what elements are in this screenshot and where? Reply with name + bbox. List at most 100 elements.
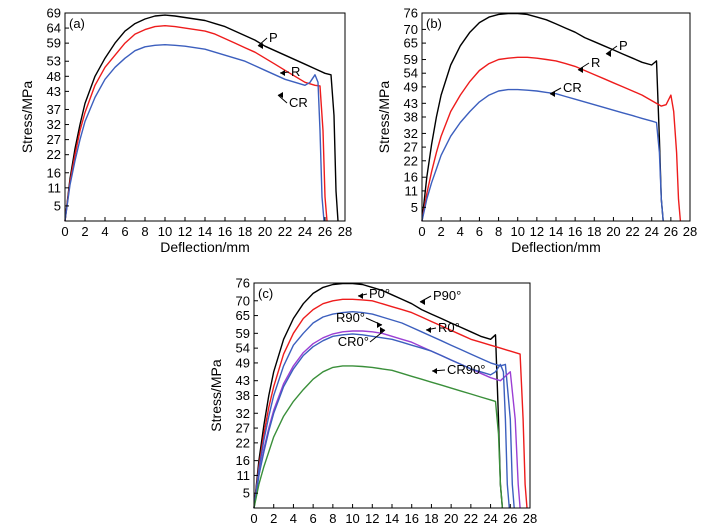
panel-b-y-tick-label: 49	[404, 79, 418, 94]
panel-a-y-tick-label: 37	[47, 102, 61, 117]
panel-b-series-p	[421, 12, 664, 222]
panel-b-x-tick-label: 2	[438, 224, 445, 239]
panel-a-y-tick-label: 64	[47, 21, 61, 36]
panel-c-y-tick-label: 43	[236, 373, 250, 388]
panel-b-series-r	[421, 56, 682, 222]
panel-b-y-tick-label: 16	[404, 170, 418, 185]
panel-a-y-tick-label: 59	[47, 36, 61, 51]
panel-b-x-tick-label: 10	[510, 224, 524, 239]
panel-c-annotation-p0-deg: P0°	[369, 286, 390, 301]
panel-a-x-tick-label: 2	[81, 224, 88, 239]
panel-b-x-axis-title: Deflection/mm	[511, 239, 600, 255]
panel-b-y-tick-label: 38	[404, 110, 418, 125]
panel-c-series-cr0-deg	[253, 333, 510, 509]
panel-c-x-tick-label: 28	[523, 511, 537, 525]
panel-b-y-tick-label: 76	[404, 6, 418, 21]
panel-b-x-tick-label: 8	[495, 224, 502, 239]
panel-c-annotation-r0-deg: R0°	[438, 320, 460, 335]
panel-c-x-tick-label: 2	[270, 511, 277, 525]
panel-c-x-tick-label: 24	[483, 511, 497, 525]
panel-c-annotation-arrowhead	[377, 322, 382, 328]
panel-c-annotation-arrowhead	[358, 293, 363, 299]
panel-c-series-r90-deg	[253, 330, 521, 509]
panel-a-y-tick-label: 16	[47, 165, 61, 180]
panel-b-y-tick-label: 27	[404, 140, 418, 155]
panel-a-series-r	[64, 25, 328, 222]
panel-b-y-tick-label: 32	[404, 126, 418, 141]
panel-a-annotation-cr: CR	[289, 95, 308, 110]
panel-a-x-tick-label: 14	[198, 224, 212, 239]
panel-a-x-tick-label: 18	[238, 224, 252, 239]
panel-c-series-cr90-deg	[253, 365, 504, 509]
panel-b-x-tick-label: 26	[664, 224, 678, 239]
panel-b-x-tick-label: 0	[418, 224, 425, 239]
panel-a-x-tick-label: 4	[101, 224, 108, 239]
panel-a-y-tick-label: 22	[47, 147, 61, 162]
panel-a-y-tick-label: 69	[47, 6, 61, 21]
panel-a-y-tick-label: 43	[47, 84, 61, 99]
panel-a-annotation-arrowhead	[278, 92, 283, 98]
panel-a-series-cr	[64, 44, 325, 222]
panel-c-series-r0-deg	[253, 311, 515, 509]
panel-b-annotation-arrow	[605, 45, 618, 55]
panel-c-annotation-arrowhead	[432, 368, 437, 374]
panel-b-x-tick-label: 20	[606, 224, 620, 239]
panel-a-annotation-arrowhead	[280, 70, 285, 76]
panel-b-x-tick-label: 14	[549, 224, 563, 239]
panel-a-x-tick-label: 12	[178, 224, 192, 239]
panel-c-x-tick-label: 26	[503, 511, 517, 525]
panel-a-y-tick-label: 48	[47, 69, 61, 84]
panel-c-x-tick-label: 6	[310, 511, 317, 525]
panel-a-frame	[64, 12, 346, 222]
panel-c-y-tick-label: 22	[236, 435, 250, 450]
panel-b-x-tick-label: 24	[644, 224, 658, 239]
panel-a-y-tick-label: 53	[47, 54, 61, 69]
panel-c-x-tick-label: 16	[404, 511, 418, 525]
panel-c-y-tick-label: 70	[236, 293, 250, 308]
panel-c-x-tick-label: 20	[444, 511, 458, 525]
panel-b-y-tick-label: 65	[404, 36, 418, 51]
panel-c-y-tick-label: 38	[236, 388, 250, 403]
panel-a-annotation-arrowhead	[258, 43, 263, 49]
panel-a-annotation-p: P	[269, 30, 278, 45]
panel-c-x-tick-label: 18	[424, 511, 438, 525]
panel-c-y-tick-label: 49	[236, 355, 250, 370]
panel-b-y-tick-label: 54	[404, 66, 418, 81]
panel-c-y-tick-label: 27	[236, 421, 250, 436]
panel-c-y-tick-label: 5	[243, 486, 250, 501]
panel-c-annotation-arrowhead	[380, 327, 385, 333]
panel-b-x-tick-label: 18	[587, 224, 601, 239]
panel-a-y-tick-label: 5	[54, 198, 61, 213]
panel-a-x-tick-label: 24	[298, 224, 312, 239]
panel-a-label: (a)	[69, 16, 85, 31]
panel-b-annotation-arrowhead	[606, 51, 611, 57]
panel-b-x-tick-label: 6	[476, 224, 483, 239]
panel-c-x-tick-label: 22	[464, 511, 478, 525]
panel-a-x-tick-label: 8	[141, 224, 148, 239]
panel-c-series-p0-deg	[253, 282, 504, 509]
panel-c-annotation-r90-deg: R90°	[336, 310, 365, 325]
panel-c-y-tick-label: 65	[236, 308, 250, 323]
panel-b-x-tick-label: 16	[568, 224, 582, 239]
panel-b-x-tick-label: 4	[457, 224, 464, 239]
panel-c-y-tick-label: 32	[236, 406, 250, 421]
panel-a-series-p	[64, 14, 339, 222]
panel-c-y-tick-label: 11	[237, 468, 251, 483]
panel-c-annotation-cr90-deg: CR90°	[447, 362, 485, 377]
panel-a-y-tick-label: 27	[47, 132, 61, 147]
panel-a-annotation-arrow	[277, 94, 288, 104]
panel-a-x-tick-label: 26	[318, 224, 332, 239]
panel-c-annotation-arrow	[369, 329, 386, 343]
panel-a-x-tick-label: 16	[218, 224, 232, 239]
panel-a-x-tick-label: 28	[338, 224, 352, 239]
panel-b-annotation-p: P	[619, 38, 628, 53]
panel-b-y-axis-title: Stress/MPa	[376, 81, 392, 154]
panel-b-annotation-cr: CR	[563, 80, 582, 95]
panel-b-y-tick-label: 5	[411, 200, 418, 215]
panel-a-x-tick-label: 0	[61, 224, 68, 239]
panel-b-y-tick-label: 22	[404, 153, 418, 168]
panel-a-x-tick-label: 22	[278, 224, 292, 239]
panel-c-annotation-arrowhead	[420, 299, 425, 305]
